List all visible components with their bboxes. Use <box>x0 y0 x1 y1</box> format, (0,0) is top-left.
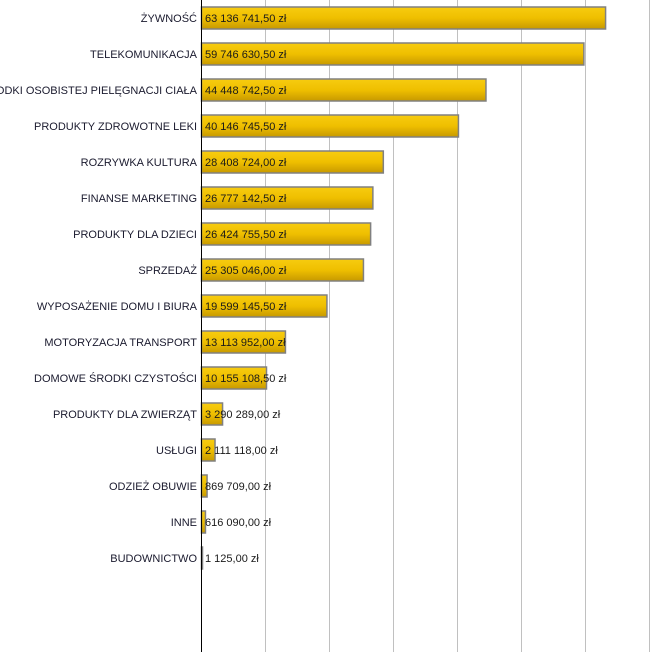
value-label: 44 448 742,50 zł <box>205 85 287 97</box>
category-label: SPRZEDAŻ <box>138 264 197 277</box>
value-label: 40 146 745,50 zł <box>205 121 287 133</box>
value-labels: 63 136 741,50 zł 59 746 630,50 zł 44 448 7… <box>205 13 287 565</box>
category-label: DOMOWE ŚRODKI CZYSTOŚCI <box>34 372 197 385</box>
category-label: PRODUKTY DLA ZWIERZĄT <box>53 409 197 421</box>
category-label: FINANSE MARKETING <box>81 193 197 205</box>
value-label: 616 090,00 zł <box>205 517 272 529</box>
category-labels: ŻYWNOŚĆ TELEKOMUNIKACJA ŚRODKI OSOBISTEJ P… <box>0 12 198 565</box>
category-label: PRODUKTY ZDROWOTNE LEKI <box>34 121 197 133</box>
value-label: 2 111 118,00 zł <box>205 445 278 457</box>
value-label: 26 777 142,50 zł <box>205 193 287 205</box>
value-label: 59 746 630,50 zł <box>205 49 287 61</box>
category-label: ROZRYWKA KULTURA <box>81 157 198 169</box>
category-label: PRODUKTY DLA DZIECI <box>73 229 197 241</box>
category-label: WYPOSAŻENIE DOMU I BIURA <box>37 300 198 313</box>
category-label: ŻYWNOŚĆ <box>141 12 197 25</box>
category-label: MOTORYZACJA TRANSPORT <box>44 337 197 349</box>
value-label: 26 424 755,50 zł <box>205 229 287 241</box>
value-label: 1 125,00 zł <box>205 553 259 565</box>
bars <box>200 6 607 570</box>
value-label: 3 290 289,00 zł <box>205 409 281 421</box>
value-label: 869 709,00 zł <box>205 481 272 493</box>
category-label: INNE <box>171 517 197 529</box>
value-label: 25 305 046,00 zł <box>205 265 287 277</box>
category-label: USŁUGI <box>156 445 197 457</box>
category-label: ŚRODKI OSOBISTEJ PIELĘGNACJI CIAŁA <box>0 84 198 97</box>
value-label: 63 136 741,50 zł <box>205 13 287 25</box>
category-label: BUDOWNICTWO <box>110 553 197 565</box>
category-label: ODZIEŻ OBUWIE <box>109 480 197 493</box>
category-label: TELEKOMUNIKACJA <box>90 49 198 61</box>
value-label: 19 599 145,50 zł <box>205 301 287 313</box>
value-label: 13 113 952,00 zł <box>205 337 286 349</box>
value-label: 28 408 724,00 zł <box>205 157 287 169</box>
value-label: 10 155 108,50 zł <box>205 373 287 385</box>
